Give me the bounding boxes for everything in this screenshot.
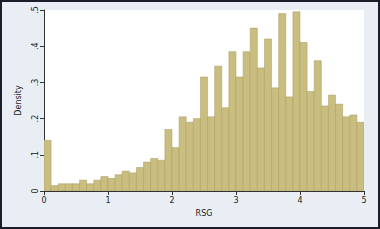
svg-text:Density: Density [14,85,23,116]
svg-text:0: 0 [31,188,40,193]
svg-text:.4: .4 [31,42,40,50]
svg-text:RSG: RSG [196,209,213,218]
svg-text:.5: .5 [31,6,40,14]
svg-text:1: 1 [105,196,110,205]
svg-text:2: 2 [169,196,174,205]
svg-text:.3: .3 [31,79,40,87]
svg-text:5: 5 [361,196,366,205]
svg-text:0: 0 [41,196,46,205]
svg-text:4: 4 [297,196,302,205]
svg-text:3: 3 [233,196,238,205]
svg-text:.2: .2 [31,115,40,123]
svg-text:.1: .1 [31,151,40,159]
